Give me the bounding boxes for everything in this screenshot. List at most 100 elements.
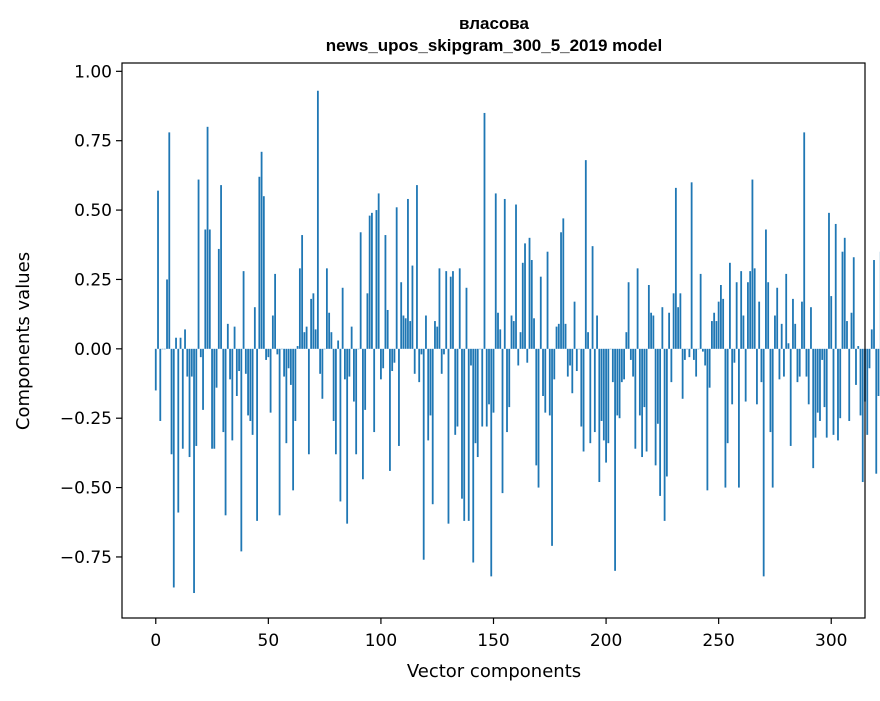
- bar-8: [173, 349, 175, 588]
- bar-317: [869, 349, 871, 368]
- bar-58: [285, 349, 287, 443]
- bar-127: [441, 349, 443, 374]
- bar-79: [333, 349, 335, 421]
- bar-134: [457, 349, 459, 427]
- bar-83: [342, 288, 344, 349]
- bar-112: [407, 199, 409, 349]
- bar-312: [857, 346, 859, 349]
- bar-7: [171, 349, 173, 454]
- bar-261: [743, 316, 745, 349]
- bar-40: [245, 349, 247, 374]
- bar-170: [538, 349, 540, 488]
- bar-286: [799, 349, 801, 377]
- bar-155: [504, 199, 506, 349]
- bar-101: [382, 349, 384, 368]
- bar-72: [317, 91, 319, 349]
- chart-title: власова: [459, 14, 530, 33]
- bar-5: [166, 279, 168, 348]
- bar-33: [229, 349, 231, 380]
- y-tick-label: 0.75: [74, 132, 112, 152]
- bar-319: [873, 260, 875, 349]
- bar-68: [308, 349, 310, 454]
- bar-207: [621, 349, 623, 382]
- bar-47: [261, 152, 263, 349]
- bar-57: [283, 349, 285, 377]
- bar-43: [252, 349, 254, 435]
- bar-76: [326, 268, 328, 348]
- bar-231: [675, 188, 677, 349]
- bar-238: [691, 182, 693, 349]
- bar-11: [180, 338, 182, 349]
- bar-94: [367, 293, 369, 349]
- bar-278: [781, 324, 783, 349]
- bar-177: [553, 349, 555, 380]
- bar-55: [279, 349, 281, 516]
- bar-252: [722, 299, 724, 349]
- bar-280: [785, 274, 787, 349]
- bar-17: [193, 349, 195, 593]
- bar-181: [562, 218, 564, 348]
- bar-130: [448, 349, 450, 524]
- bar-62: [294, 349, 296, 421]
- bar-39: [243, 271, 245, 349]
- bar-117: [418, 349, 420, 382]
- bar-10: [177, 349, 179, 513]
- bar-152: [497, 313, 499, 349]
- bar-41: [247, 349, 249, 416]
- bar-279: [783, 349, 785, 377]
- bar-284: [794, 324, 796, 349]
- bar-272: [767, 282, 769, 349]
- bar-132: [452, 271, 454, 349]
- bar-293: [815, 349, 817, 438]
- bar-258: [736, 282, 738, 349]
- bar-6: [168, 132, 170, 348]
- bar-186: [574, 302, 576, 349]
- bar-194: [592, 246, 594, 349]
- bar-300: [830, 296, 832, 349]
- bar-234: [682, 349, 684, 399]
- bar-160: [515, 205, 517, 349]
- bar-198: [601, 349, 603, 421]
- bar-113: [409, 321, 411, 349]
- bar-313: [860, 349, 862, 416]
- y-tick-label: 0.50: [74, 201, 112, 221]
- bar-246: [709, 349, 711, 388]
- bar-307: [846, 321, 848, 349]
- bar-52: [272, 316, 274, 349]
- bar-228: [668, 313, 670, 349]
- bar-149: [490, 349, 492, 577]
- bar-256: [731, 349, 733, 405]
- bar-77: [328, 313, 330, 349]
- bar-291: [810, 307, 812, 349]
- bar-46: [258, 177, 260, 349]
- bar-285: [797, 349, 799, 382]
- bar-60: [290, 349, 292, 385]
- bar-74: [321, 349, 323, 399]
- bar-314: [862, 349, 864, 482]
- bar-122: [430, 349, 432, 416]
- bar-243: [702, 349, 704, 352]
- bar-100: [380, 349, 382, 380]
- bar-157: [508, 349, 510, 407]
- bar-220: [650, 313, 652, 349]
- bar-148: [488, 349, 490, 405]
- bar-123: [432, 349, 434, 504]
- bar-80: [335, 349, 337, 454]
- bar-250: [718, 302, 720, 349]
- bar-120: [425, 316, 427, 349]
- bar-166: [529, 238, 531, 349]
- bar-257: [734, 349, 736, 363]
- bar-200: [605, 349, 607, 463]
- bar-150: [493, 349, 495, 413]
- bar-302: [835, 224, 837, 349]
- bar-66: [303, 332, 305, 349]
- bar-209: [625, 332, 627, 349]
- x-tick-label: 300: [815, 631, 847, 651]
- bar-299: [828, 213, 830, 349]
- bar-99: [378, 193, 380, 348]
- bar-167: [531, 260, 533, 349]
- bar-237: [688, 349, 690, 357]
- bar-189: [580, 349, 582, 427]
- y-tick-label: 0.25: [74, 270, 112, 290]
